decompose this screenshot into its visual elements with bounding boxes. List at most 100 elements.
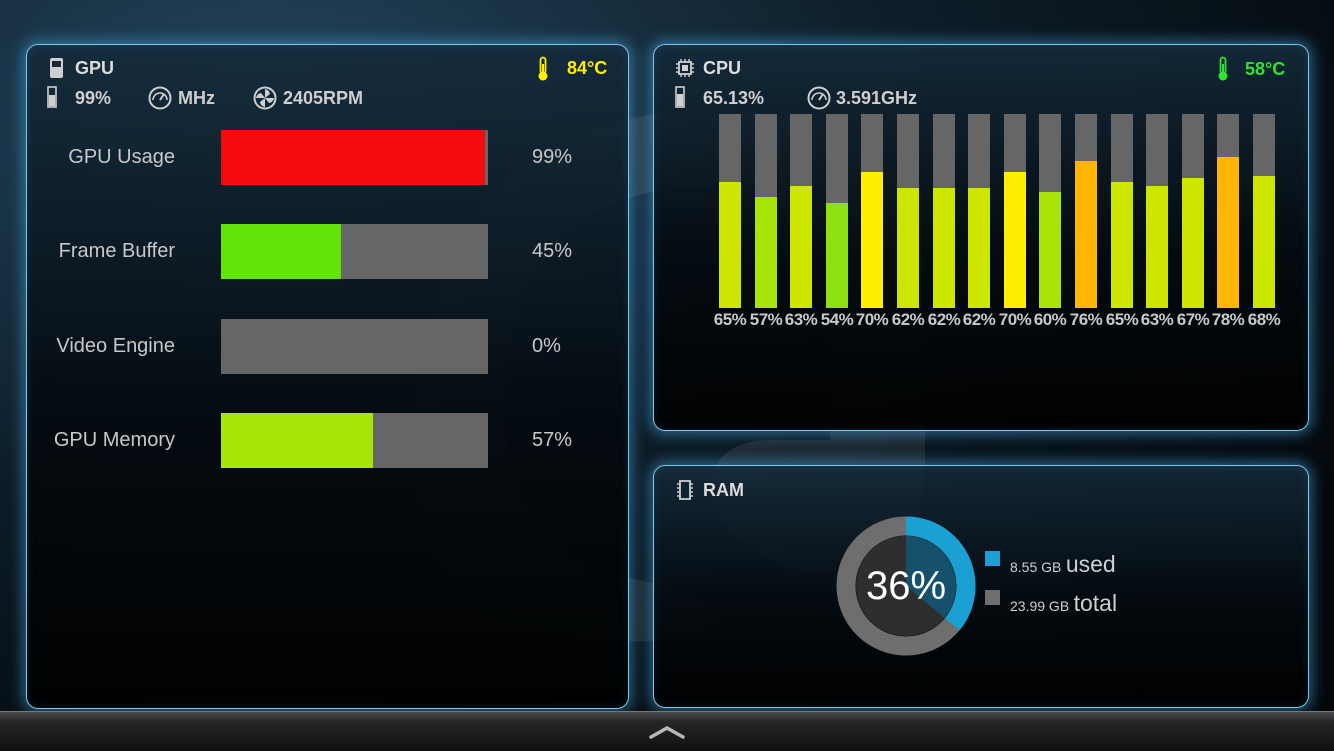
ram-percent: 36% — [866, 564, 946, 608]
ram-usage-donut: 36% — [836, 516, 976, 656]
cpu-thermometer-icon — [1218, 56, 1228, 81]
gpu-bar-label: GPU Usage — [68, 146, 175, 168]
cpu-core-label: 62% — [962, 310, 996, 329]
cpu-core-label: 65% — [713, 310, 747, 329]
gpu-title: GPU — [75, 58, 115, 78]
cpu-core-bar — [1182, 114, 1204, 308]
gpu-thermometer-icon — [538, 56, 548, 81]
cpu-temperature: 58°C — [1245, 59, 1286, 79]
cpu-core-bar — [968, 114, 990, 308]
gpu-fan-stat: 2405RPM — [283, 88, 364, 108]
cpu-clock-stat: 3.591GHz — [836, 88, 918, 108]
cpu-core-label: 54% — [820, 310, 854, 329]
cpu-core-bar — [790, 114, 812, 308]
gpu-bar-track — [221, 319, 488, 374]
cpu-usage-stat: 65.13% — [703, 88, 765, 108]
gpu-fan-icon — [253, 86, 277, 110]
cpu-chip-icon — [676, 59, 694, 77]
cpu-core-label: 68% — [1247, 310, 1281, 329]
cpu-core-bar-fill — [1075, 161, 1097, 308]
gpu-clock-gauge-icon — [148, 86, 172, 110]
ram-panel: RAM 36% 8.55 GB used 23.99 GB total — [653, 465, 1309, 708]
cpu-core-bar-fill — [1182, 178, 1204, 308]
cpu-core-bar — [1217, 114, 1239, 308]
cpu-core-bar-fill — [1111, 182, 1133, 308]
ram-total-label: total — [1073, 590, 1118, 616]
gpu-bar-track — [221, 130, 488, 185]
gpu-usage-icon — [47, 86, 57, 108]
cpu-core-bar-fill — [968, 188, 990, 308]
cpu-core-label: 62% — [927, 310, 961, 329]
cpu-core-bar-fill — [1004, 172, 1026, 308]
gpu-bar-value: 57% — [532, 429, 573, 451]
cpu-core-label: 70% — [855, 310, 889, 329]
cpu-core-label: 67% — [1176, 310, 1210, 329]
ram-used-swatch — [985, 551, 1000, 566]
cpu-usage-icon — [675, 86, 685, 108]
gpu-usage-stat: 99% — [75, 88, 112, 108]
ram-donut-used-arc — [905, 516, 976, 631]
cpu-core-bar — [826, 114, 848, 308]
chevron-up-icon[interactable] — [648, 725, 686, 739]
cpu-core-bar-fill — [1146, 186, 1168, 308]
cpu-core-label: 63% — [1140, 310, 1174, 329]
cpu-core-label: 57% — [749, 310, 783, 329]
gpu-bar-value: 45% — [532, 240, 573, 262]
gpu-bar-value: 99% — [532, 146, 573, 168]
gpu-bar-value: 0% — [532, 335, 561, 357]
cpu-core-bar-fill — [1217, 157, 1239, 308]
cpu-core-bar-fill — [933, 188, 955, 308]
cpu-core-bar — [1075, 114, 1097, 308]
cpu-core-bars: 65% 57% 63% 54% 70% 62% 62% 62% 70% 60% 76% 65% 63% 6… — [714, 114, 1293, 329]
cpu-core-bar-fill — [790, 186, 812, 308]
gpu-bar-label: Frame Buffer — [58, 240, 175, 262]
gpu-bar-label: Video Engine — [56, 335, 175, 357]
cpu-core-bar — [897, 114, 919, 308]
cpu-core-bar — [1111, 114, 1133, 308]
cpu-title: CPU — [703, 58, 742, 78]
gpu-temperature: 84°C — [567, 58, 608, 78]
cpu-core-bar — [1039, 114, 1061, 308]
cpu-core-bar-fill — [897, 188, 919, 308]
gpu-bar-fill — [221, 130, 486, 185]
gpu-bar-fill — [221, 224, 342, 279]
cpu-core-bar — [861, 114, 883, 308]
gpu-bar-label: GPU Memory — [53, 429, 175, 451]
gpu-bar-fill — [221, 413, 374, 468]
cpu-core-bar — [933, 114, 955, 308]
cpu-core-bar — [755, 114, 777, 308]
gpu-clock-stat: MHz — [178, 88, 215, 108]
cpu-core-bar-fill — [719, 182, 741, 308]
ram-total-swatch — [985, 590, 1000, 605]
ram-used-amount: 8.55 GB — [1010, 559, 1062, 575]
cpu-core-label: 60% — [1033, 310, 1067, 329]
cpu-core-bar — [719, 114, 741, 308]
cpu-core-bar — [1146, 114, 1168, 308]
ram-donut-used-wedge — [906, 536, 957, 618]
cpu-core-label: 62% — [891, 310, 925, 329]
gpu-bar-track — [221, 224, 488, 279]
ram-chip-icon — [677, 480, 693, 500]
cpu-panel: CPU 58°C 65.13% 3.591GHz 65% 57% 63% 54% 70%… — [653, 44, 1309, 431]
ram-title: RAM — [703, 480, 744, 500]
bottom-bar — [0, 711, 1334, 751]
gpu-bar-track — [221, 413, 488, 468]
gpu-panel: GPU 84°C 99% MHz 2405RPM GPU Usage 99% F… — [26, 44, 629, 709]
cpu-core-bar-fill — [1253, 176, 1275, 308]
ram-total-legend: 23.99 GB total — [1010, 590, 1117, 617]
cpu-core-bar — [1253, 114, 1275, 308]
cpu-core-label: 76% — [1069, 310, 1103, 329]
cpu-core-label: 70% — [998, 310, 1032, 329]
cpu-core-bar — [1004, 114, 1026, 308]
cpu-core-label: 63% — [784, 310, 818, 329]
cpu-core-bar-fill — [861, 172, 883, 308]
ram-used-label: used — [1065, 551, 1116, 577]
cpu-core-bar-fill — [755, 197, 777, 308]
ram-total-amount: 23.99 GB — [1010, 598, 1070, 614]
cpu-core-label: 65% — [1105, 310, 1139, 329]
gpu-card-icon — [50, 58, 63, 78]
cpu-core-bar-fill — [826, 203, 848, 308]
ram-used-legend: 8.55 GB used — [1010, 551, 1116, 578]
cpu-core-bar-fill — [1039, 192, 1061, 308]
cpu-clock-gauge-icon — [807, 86, 831, 110]
